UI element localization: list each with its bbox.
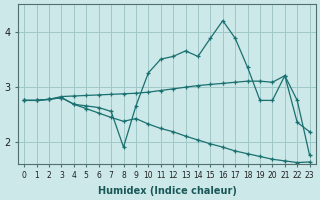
X-axis label: Humidex (Indice chaleur): Humidex (Indice chaleur): [98, 186, 236, 196]
